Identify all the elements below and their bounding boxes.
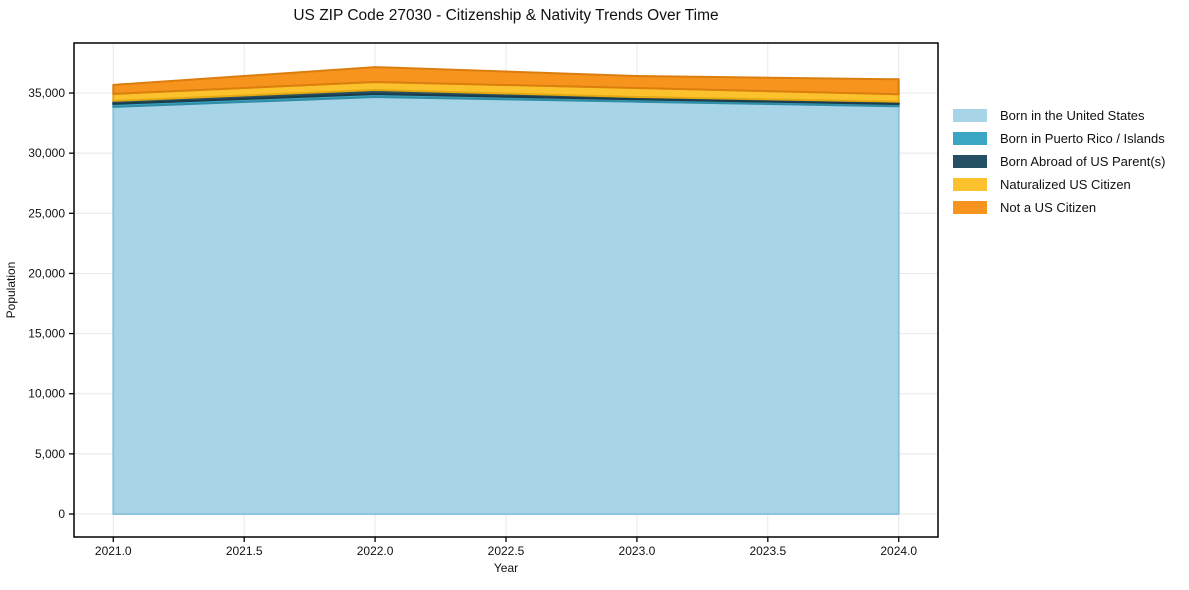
legend-item: Not a US Citizen bbox=[953, 196, 1165, 219]
legend-swatch bbox=[953, 155, 987, 168]
legend-label: Naturalized US Citizen bbox=[1000, 177, 1131, 192]
legend-label: Not a US Citizen bbox=[1000, 200, 1097, 215]
x-tick-label: 2023.0 bbox=[619, 544, 656, 558]
x-tick-label: 2024.0 bbox=[880, 544, 917, 558]
x-tick-label: 2023.5 bbox=[749, 544, 786, 558]
legend-item: Naturalized US Citizen bbox=[953, 173, 1165, 196]
area-band-4 bbox=[112, 66, 900, 96]
legend: Born in the United States Born in Puerto … bbox=[953, 104, 1165, 219]
x-axis-label: Year bbox=[493, 561, 519, 575]
y-axis-label: Population bbox=[4, 261, 18, 319]
legend-item: Born in Puerto Rico / Islands bbox=[953, 127, 1165, 150]
y-tick-label: 20,000 bbox=[28, 266, 65, 280]
chart-title: US ZIP Code 27030 - Citizenship & Nativi… bbox=[293, 7, 719, 24]
x-tick-label: 2021.0 bbox=[95, 544, 132, 558]
y-tick-label: 5,000 bbox=[35, 447, 65, 461]
legend-label: Born in the United States bbox=[1000, 108, 1145, 123]
y-tick-label: 25,000 bbox=[28, 206, 65, 220]
legend-label: Born Abroad of US Parent(s) bbox=[1000, 154, 1166, 169]
y-tick-label: 10,000 bbox=[28, 387, 65, 401]
x-tick-label: 2022.0 bbox=[357, 544, 394, 558]
legend-swatch bbox=[953, 132, 987, 145]
y-tick-label: 35,000 bbox=[28, 86, 65, 100]
legend-swatch bbox=[953, 201, 987, 214]
area-band-0 bbox=[112, 96, 900, 515]
legend-item: Born Abroad of US Parent(s) bbox=[953, 150, 1165, 173]
y-tick-label: 30,000 bbox=[28, 146, 65, 160]
legend-item: Born in the United States bbox=[953, 104, 1165, 127]
legend-swatch bbox=[953, 109, 987, 122]
legend-label: Born in Puerto Rico / Islands bbox=[1000, 131, 1165, 146]
y-tick-label: 15,000 bbox=[28, 327, 65, 341]
y-tick-label: 0 bbox=[58, 507, 65, 521]
x-tick-label: 2022.5 bbox=[488, 544, 525, 558]
legend-swatch bbox=[953, 178, 987, 191]
x-tick-label: 2021.5 bbox=[226, 544, 263, 558]
